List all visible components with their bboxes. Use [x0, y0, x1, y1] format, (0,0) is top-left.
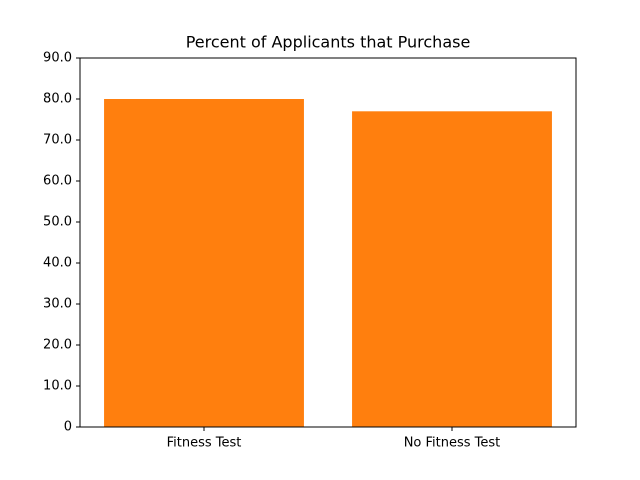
y-tick-label: 80.0	[43, 92, 72, 107]
chart-title: Percent of Applicants that Purchase	[186, 33, 471, 52]
bar	[352, 111, 552, 428]
y-tick-label: 70.0	[43, 133, 72, 148]
x-tick-label: No Fitness Test	[404, 436, 501, 451]
bar	[104, 99, 304, 427]
y-tick-label: 20.0	[43, 338, 72, 353]
y-tick-label: 30.0	[43, 297, 72, 312]
y-tick-label: 10.0	[43, 379, 72, 394]
y-tick-label: 90.0	[43, 51, 72, 66]
y-tick-label: 40.0	[43, 256, 72, 271]
y-tick-label: 60.0	[43, 174, 72, 189]
plot-frame	[79, 57, 577, 428]
x-tick-label: Fitness Test	[167, 436, 242, 451]
y-tick-label: 0	[64, 420, 72, 435]
y-tick-label: 50.0	[43, 215, 72, 230]
